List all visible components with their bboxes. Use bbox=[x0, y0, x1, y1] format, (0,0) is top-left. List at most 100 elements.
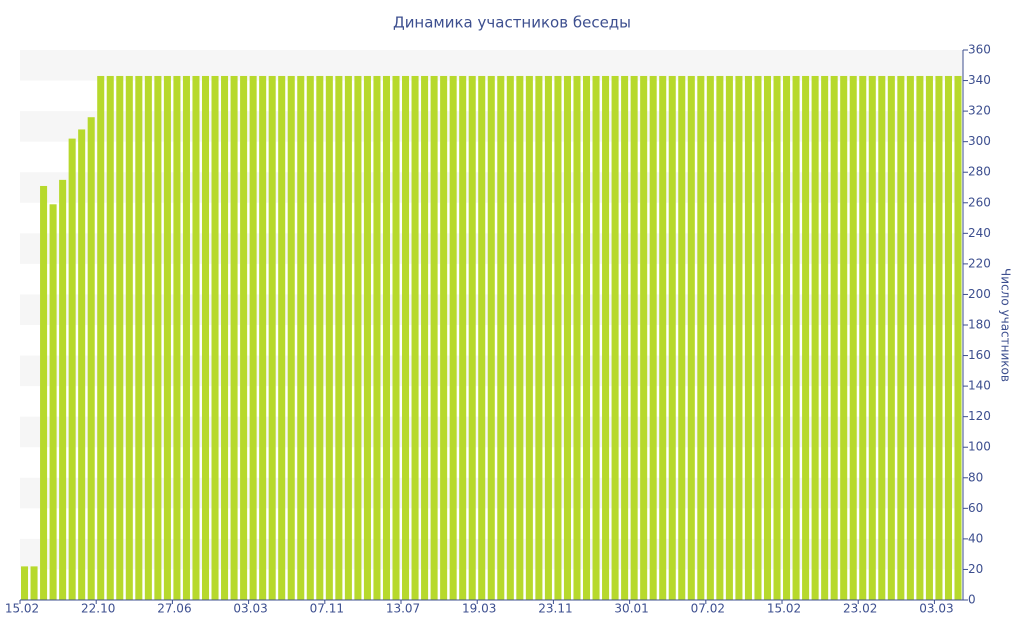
bar bbox=[668, 75, 676, 600]
bar bbox=[735, 75, 743, 600]
y-axis-label: Число участников bbox=[999, 268, 1013, 382]
y-tick-label: 180 bbox=[968, 318, 991, 332]
bar bbox=[821, 75, 829, 600]
bar bbox=[592, 75, 600, 600]
bar bbox=[944, 75, 952, 600]
x-tick-label: 19.03 bbox=[462, 602, 496, 616]
bar bbox=[906, 75, 914, 600]
bar bbox=[478, 75, 486, 600]
bar bbox=[563, 75, 571, 600]
bar bbox=[859, 75, 867, 600]
bar bbox=[259, 75, 267, 600]
bar bbox=[878, 75, 886, 600]
y-tick-label: 0 bbox=[968, 593, 976, 607]
bar bbox=[497, 75, 505, 600]
bar bbox=[21, 566, 29, 600]
bar bbox=[449, 75, 457, 600]
bar bbox=[773, 75, 781, 600]
bar bbox=[792, 75, 800, 600]
x-tick-label: 23.02 bbox=[843, 602, 877, 616]
y-tick-label: 140 bbox=[968, 379, 991, 393]
bar bbox=[40, 185, 48, 600]
bar bbox=[125, 75, 133, 600]
bar bbox=[649, 75, 657, 600]
y-tick-label: 320 bbox=[968, 104, 991, 118]
bar bbox=[316, 75, 324, 600]
bar bbox=[68, 138, 76, 600]
bar bbox=[382, 75, 391, 600]
bar bbox=[802, 75, 810, 600]
bar bbox=[763, 75, 772, 600]
bar bbox=[516, 75, 524, 600]
bar bbox=[659, 75, 667, 600]
y-tick-label: 80 bbox=[968, 470, 983, 484]
bar bbox=[135, 75, 143, 600]
x-tick-label: 07.02 bbox=[691, 602, 725, 616]
y-tick-label: 60 bbox=[968, 501, 983, 515]
bar bbox=[459, 75, 467, 600]
bar bbox=[706, 75, 714, 600]
x-tick-label: 13.07 bbox=[386, 602, 420, 616]
chart-title: Динамика участников беседы bbox=[393, 14, 631, 32]
bar bbox=[335, 75, 343, 600]
bar bbox=[287, 75, 295, 600]
bar bbox=[697, 75, 705, 600]
bar bbox=[144, 75, 152, 600]
bar bbox=[173, 75, 181, 600]
bar bbox=[487, 75, 495, 600]
bar bbox=[468, 75, 476, 600]
bar bbox=[182, 75, 190, 600]
bar bbox=[97, 75, 105, 600]
x-tick-label: 15.02 bbox=[5, 602, 39, 616]
bar bbox=[30, 566, 38, 600]
y-tick-label: 120 bbox=[968, 409, 991, 423]
bar bbox=[440, 75, 448, 600]
x-tick-label: 07.11 bbox=[310, 602, 344, 616]
x-tick-label: 03.03 bbox=[233, 602, 267, 616]
bar bbox=[887, 75, 895, 600]
bar bbox=[230, 75, 238, 600]
bar bbox=[954, 75, 962, 600]
bar bbox=[640, 75, 648, 600]
bar bbox=[154, 75, 162, 600]
bar bbox=[811, 75, 819, 600]
bar bbox=[392, 75, 400, 600]
bar bbox=[868, 75, 876, 600]
bar bbox=[678, 75, 686, 600]
bar bbox=[373, 75, 381, 600]
bar bbox=[925, 75, 933, 600]
bar bbox=[744, 75, 752, 600]
y-tick-label: 220 bbox=[968, 256, 991, 270]
bar bbox=[935, 75, 943, 600]
bar bbox=[687, 75, 695, 600]
bar bbox=[306, 75, 314, 600]
y-tick-label: 340 bbox=[968, 73, 991, 87]
y-tick-label: 300 bbox=[968, 134, 991, 148]
y-tick-label: 40 bbox=[968, 531, 983, 545]
bar bbox=[630, 75, 638, 600]
bar bbox=[525, 75, 533, 600]
bar bbox=[211, 75, 219, 600]
x-tick-label: 23.11 bbox=[538, 602, 572, 616]
bar bbox=[363, 75, 371, 600]
bar bbox=[602, 75, 610, 600]
bar bbox=[716, 75, 724, 600]
bar bbox=[535, 75, 543, 600]
bar bbox=[49, 204, 57, 601]
grid-band bbox=[20, 50, 963, 81]
x-tick-label: 15.02 bbox=[767, 602, 801, 616]
bar bbox=[621, 75, 629, 600]
y-tick-label: 160 bbox=[968, 348, 991, 362]
bar bbox=[783, 75, 791, 600]
bar bbox=[573, 75, 581, 600]
bar bbox=[421, 75, 429, 600]
bar bbox=[611, 75, 619, 600]
bar bbox=[297, 75, 305, 600]
y-tick-label: 20 bbox=[968, 562, 983, 576]
x-tick-label: 30.01 bbox=[614, 602, 648, 616]
bar bbox=[544, 75, 552, 600]
x-tick-label: 27.06 bbox=[157, 602, 191, 616]
x-tick-label: 22.10 bbox=[81, 602, 115, 616]
bar bbox=[192, 75, 200, 600]
